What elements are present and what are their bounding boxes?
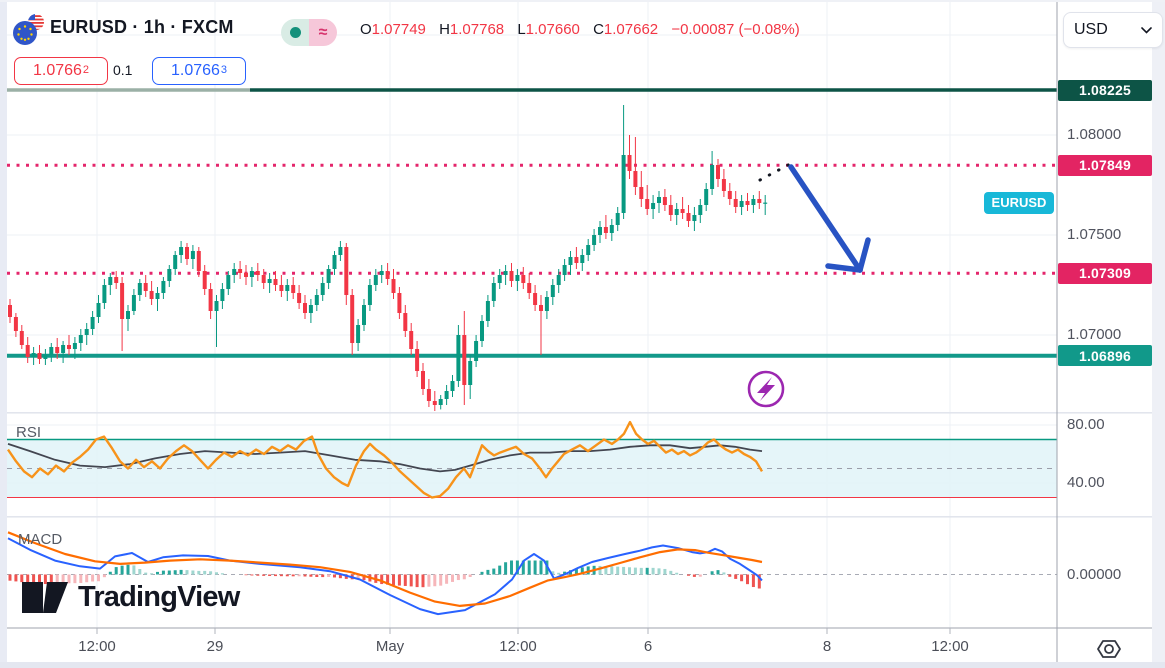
price-axis[interactable]: USD 1.08000 1.07500 1.07000 80.00 40.00 0.000…: [1057, 0, 1165, 668]
time-label: May: [375, 638, 405, 655]
tradingview-logo-text: TradingView: [78, 581, 240, 613]
bid-sup-digit: 2: [82, 64, 90, 76]
dot-icon: [289, 27, 301, 38]
price-level-badge: 1.07849: [1058, 154, 1152, 176]
high-label: H: [439, 21, 450, 38]
top-edge-strip: [0, 0, 1165, 2]
tradingview-mark-icon: [22, 582, 68, 613]
eurusd-flag-icon: [12, 13, 46, 52]
currency-selector[interactable]: USD: [1063, 12, 1163, 48]
rsi-tick: 40.00: [1067, 474, 1105, 491]
chevron-down-icon: [1141, 26, 1152, 34]
high-value: 1.07768: [449, 21, 505, 38]
timezone-settings-button[interactable]: [1094, 636, 1124, 667]
ask-sup-digit: 3: [220, 64, 228, 76]
tradingview-logo[interactable]: TradingView: [22, 581, 240, 614]
symbol-title[interactable]: EURUSD · 1h · FXCM: [50, 17, 234, 37]
low-label: L: [517, 21, 526, 38]
symbol-price-badge: EURUSD: [984, 191, 1054, 214]
time-label: 12:00: [931, 638, 969, 655]
change-value: −0.00087 (−0.08%): [671, 21, 800, 38]
price-level-badge: 1.07309: [1058, 262, 1152, 284]
buy-price-button[interactable]: 1.0766 3: [152, 57, 246, 85]
time-label: 8: [822, 638, 832, 655]
approx-icon: ≈: [309, 19, 337, 46]
rsi-tick: 80.00: [1067, 416, 1105, 433]
ohlc-legend: O1.07749 H1.07768 L1.07660 C1.07662 −0.0…: [360, 21, 800, 38]
close-label: C: [593, 21, 604, 38]
sell-price-button[interactable]: 1.0766 2: [14, 57, 108, 85]
symbol-price-badge-text: EURUSD: [991, 195, 1047, 211]
hexagon-settings-icon: [1097, 640, 1121, 658]
time-label: 12:00: [78, 638, 116, 655]
spread-value: 0.1: [113, 62, 133, 78]
price-level-badge: 1.08225: [1058, 79, 1152, 101]
right-edge-strip: [1152, 0, 1165, 668]
time-label: 6: [643, 638, 653, 655]
open-label: O: [360, 21, 372, 38]
ask-price: 1.0766: [170, 62, 220, 79]
macd-tick: 0.00000: [1067, 565, 1122, 583]
open-value: 1.07749: [371, 21, 426, 38]
indicator-toggle[interactable]: ≈: [281, 19, 337, 46]
price-tick: 1.07500: [1067, 226, 1122, 243]
bottom-edge-strip: [0, 662, 1165, 668]
left-edge-strip: [0, 0, 7, 668]
close-value: 1.07662: [603, 21, 659, 38]
price-tick: 1.07000: [1067, 326, 1122, 343]
low-value: 1.07660: [525, 21, 580, 38]
macd-pane-label[interactable]: MACD: [18, 531, 63, 548]
rsi-pane-label[interactable]: RSI: [16, 424, 42, 441]
time-label: 12:00: [499, 638, 537, 655]
price-level-badge: 1.06896: [1058, 345, 1152, 367]
currency-value: USD: [1074, 21, 1108, 38]
time-label: 29: [206, 638, 224, 655]
bid-price: 1.0766: [32, 62, 82, 79]
price-tick: 1.08000: [1067, 126, 1122, 143]
